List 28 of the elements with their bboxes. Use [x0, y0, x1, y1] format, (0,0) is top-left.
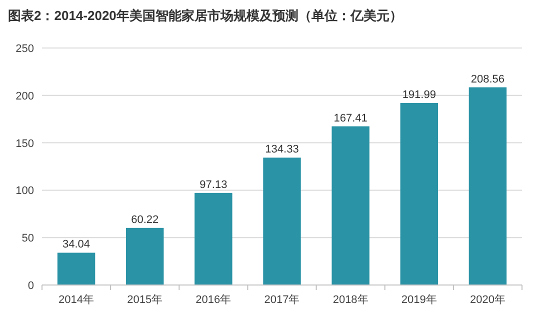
bar — [194, 192, 232, 285]
x-tick-label: 2015年 — [127, 294, 163, 306]
y-tick-label: 250 — [16, 43, 34, 55]
bar — [400, 102, 438, 285]
data-label: 134.33 — [265, 144, 299, 156]
data-label: 34.04 — [62, 238, 90, 251]
data-label: 97.13 — [200, 178, 228, 191]
bar — [468, 87, 507, 285]
x-tick-label: 2014年 — [58, 294, 94, 306]
x-tick-label: 2020年 — [470, 294, 506, 306]
bar — [126, 228, 164, 285]
x-tick-label: 2016年 — [196, 294, 232, 306]
bar — [332, 126, 370, 285]
data-label: 208.56 — [470, 73, 505, 86]
bar — [57, 252, 96, 285]
data-label: 191.99 — [402, 88, 436, 101]
bar — [263, 158, 301, 285]
chart-title: 图表2：2014-2020年美国智能家居市场规模及预测（单位：亿美元） — [8, 8, 402, 23]
y-tick-label: 200 — [16, 90, 34, 102]
y-tick-label: 0 — [28, 280, 34, 292]
data-label: 60.22 — [131, 214, 159, 226]
x-tick-label: 2018年 — [332, 294, 368, 306]
y-tick-label: 50 — [22, 232, 34, 245]
x-tick-label: 2019年 — [401, 294, 437, 306]
x-tick-label: 2017年 — [264, 294, 300, 306]
y-tick-label: 150 — [16, 138, 34, 150]
y-tick-label: 100 — [16, 185, 34, 198]
data-label: 167.41 — [334, 112, 368, 124]
